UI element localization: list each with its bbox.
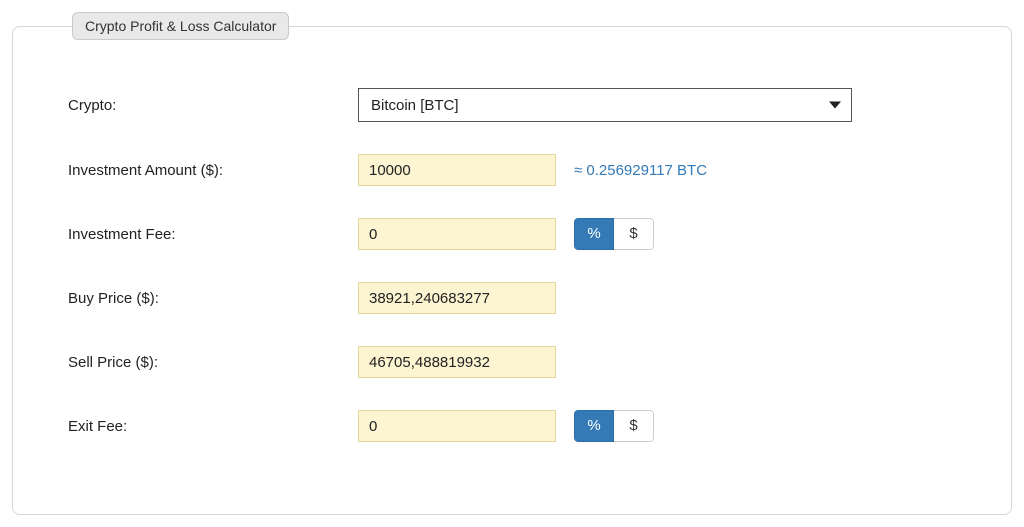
- exit-fee-label: Exit Fee:: [68, 418, 358, 435]
- sell-price-input[interactable]: [358, 346, 556, 378]
- row-sell-price: Sell Price ($):: [68, 346, 956, 378]
- crypto-select[interactable]: Bitcoin [BTC]: [358, 88, 852, 122]
- crypto-select-value: Bitcoin [BTC]: [371, 97, 459, 114]
- row-crypto: Crypto: Bitcoin [BTC]: [68, 88, 956, 122]
- exit-fee-percent-button[interactable]: %: [574, 410, 614, 442]
- investment-fee-unit-toggle: % $: [574, 218, 654, 250]
- sell-price-label: Sell Price ($):: [68, 354, 358, 371]
- investment-fee-percent-button[interactable]: %: [574, 218, 614, 250]
- investment-amount-input[interactable]: [358, 154, 556, 186]
- chevron-down-icon: [829, 102, 841, 109]
- row-investment-amount: Investment Amount ($): ≈ 0.256929117 BTC: [68, 154, 956, 186]
- investment-fee-dollar-button[interactable]: $: [614, 218, 654, 250]
- row-exit-fee: Exit Fee: % $: [68, 410, 956, 442]
- panel-title: Crypto Profit & Loss Calculator: [72, 12, 289, 40]
- exit-fee-unit-toggle: % $: [574, 410, 654, 442]
- buy-price-label: Buy Price ($):: [68, 290, 358, 307]
- calculator-panel: Crypto Profit & Loss Calculator Crypto: …: [12, 12, 1012, 515]
- exit-fee-input[interactable]: [358, 410, 556, 442]
- investment-fee-input[interactable]: [358, 218, 556, 250]
- buy-price-input[interactable]: [358, 282, 556, 314]
- exit-fee-dollar-button[interactable]: $: [614, 410, 654, 442]
- investment-amount-label: Investment Amount ($):: [68, 162, 358, 179]
- row-investment-fee: Investment Fee: % $: [68, 218, 956, 250]
- investment-fee-label: Investment Fee:: [68, 226, 358, 243]
- row-buy-price: Buy Price ($):: [68, 282, 956, 314]
- crypto-label: Crypto:: [68, 97, 358, 114]
- conversion-text: ≈ 0.256929117 BTC: [574, 162, 707, 179]
